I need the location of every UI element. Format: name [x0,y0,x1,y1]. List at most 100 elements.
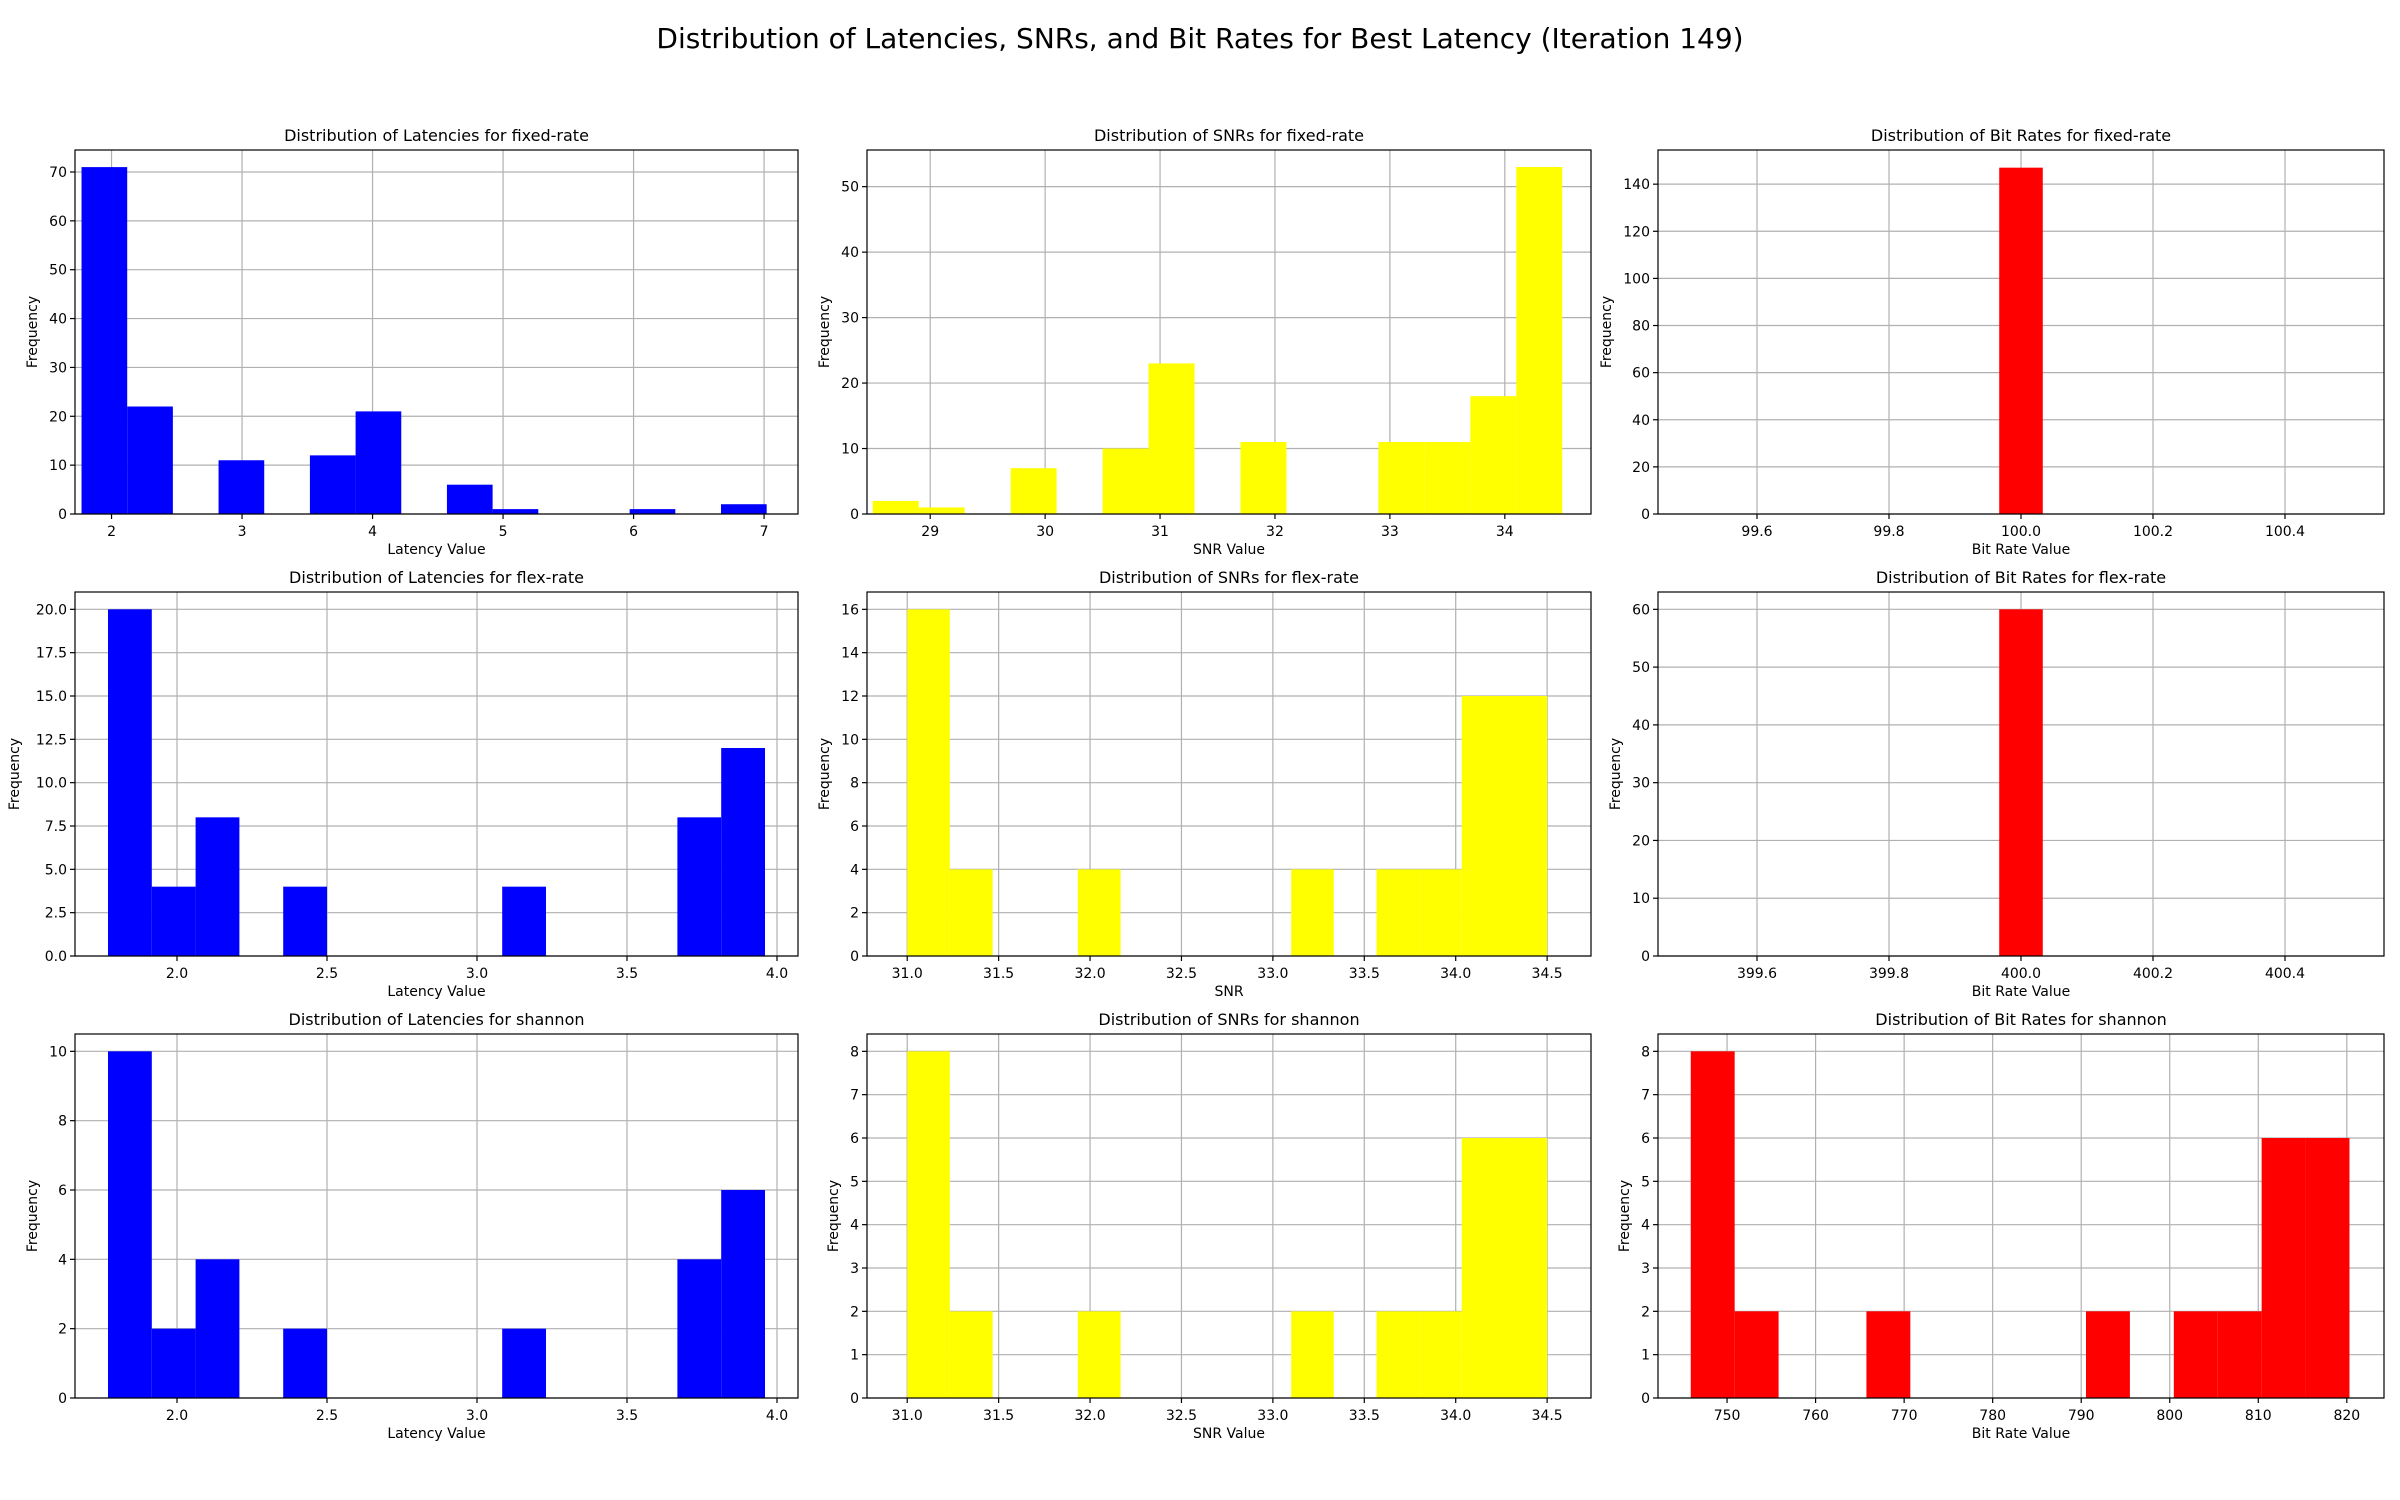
x-tick-label: 770 [1891,1408,1918,1424]
histogram-bar [218,460,265,514]
y-tick-label: 3 [850,1261,859,1277]
y-axis-label: Frequency [817,738,833,810]
x-tick-label: 33.5 [1349,1408,1380,1424]
histogram-bar [309,455,356,514]
y-tick-label: 20 [1632,833,1650,849]
x-tick-label: 750 [1714,1408,1741,1424]
y-tick-label: 140 [1623,177,1650,193]
y-tick-label: 0 [850,1391,859,1407]
histogram-bar [1376,869,1420,956]
histogram-bar [1504,1138,1548,1398]
y-tick-label: 8 [58,1114,67,1130]
x-tick-label: 2.0 [166,966,188,982]
y-tick-label: 20 [1632,460,1650,476]
y-tick-label: 12 [841,689,859,705]
subplot-4: 2.0 2.5 3.0 3.5 4.0 0.0 2.5 5.0 7.5 10.0 12.5 15.0 1… [7,568,799,1000]
y-axis-label: Frequency [817,296,833,368]
x-tick-label: 33.0 [1257,966,1288,982]
y-tick-label: 6 [1641,1131,1650,1147]
x-axis-label: SNR Value [1193,542,1265,558]
subplot-title: Distribution of Latencies for shannon [289,1010,585,1029]
subplot-title: Distribution of Latencies for flex-rate [289,568,584,587]
x-tick-label: 34 [1496,524,1514,540]
histogram-bar [108,609,152,956]
y-tick-label: 6 [850,819,859,835]
y-tick-label: 2 [850,1304,859,1320]
x-tick-label: 399.8 [1869,966,1909,982]
x-tick-label: 100.4 [2265,524,2305,540]
y-tick-label: 2.5 [45,906,67,922]
plot-frame [866,149,1592,515]
histogram-bar [949,869,993,956]
histogram-bar [2173,1311,2218,1398]
y-tick-label: 120 [1623,224,1650,240]
histogram-bar [1378,441,1425,514]
x-tick-label: 100.0 [2001,524,2041,540]
y-tick-label: 8 [850,1044,859,1060]
x-tick-label: 780 [1979,1408,2006,1424]
x-tick-label: 2.5 [316,1408,338,1424]
y-tick-label: 0 [1641,507,1650,523]
histogram-bar [1148,363,1195,514]
y-axis-label: Frequency [826,1180,842,1252]
histogram-bar [907,1051,950,1398]
histogram-bar [721,748,765,956]
subplot-2: 29 30 31 32 33 34 0 10 20 30 40 50 Distribution of S… [817,126,1592,558]
y-tick-label: 1 [850,1348,859,1364]
x-axis-label: SNR [1214,984,1243,1000]
histogram-bar [1866,1311,1911,1398]
y-axis-label: Frequency [25,296,41,368]
y-axis-label: Frequency [1608,738,1624,810]
histogram-bar [81,167,128,514]
subplot-title: Distribution of Latencies for fixed-rate [284,126,589,145]
x-tick-label: 400.4 [2265,966,2305,982]
y-axis-label: Frequency [1617,1180,1633,1252]
histogram-bar [1077,1311,1121,1398]
x-tick-label: 32.5 [1166,966,1197,982]
subplot-title: Distribution of SNRs for shannon [1098,1010,1359,1029]
subplot-title: Distribution of Bit Rates for fixed-rate [1871,126,2171,145]
y-tick-label: 2 [1641,1304,1650,1320]
x-tick-label: 760 [1802,1408,1829,1424]
y-tick-label: 0 [1641,1391,1650,1407]
y-tick-label: 50 [49,263,67,279]
histogram-bar [502,886,546,956]
histogram-bar [151,886,196,956]
y-tick-label: 40 [1632,718,1650,734]
x-tick-label: 399.6 [1737,966,1777,982]
y-tick-label: 40 [841,245,859,261]
y-tick-label: 4 [850,862,859,878]
subplot-3: 99.6 99.8 100.0 100.2 100.4 0 20 40 60 80 100 120 14… [1599,126,2385,558]
y-tick-label: 7.5 [45,819,67,835]
y-tick-label: 80 [1632,319,1650,335]
y-tick-label: 5.0 [45,862,67,878]
y-tick-label: 3 [1641,1261,1650,1277]
y-tick-label: 2 [58,1322,67,1338]
x-axis-label: Bit Rate Value [1972,1426,2070,1442]
x-tick-label: 34.5 [1532,966,1563,982]
histogram-bar [629,509,676,514]
histogram-bar [1376,1311,1420,1398]
subplot-title: Distribution of Bit Rates for flex-rate [1876,568,2166,587]
histogram-bar [2305,1138,2350,1398]
x-tick-label: 31.5 [983,966,1014,982]
histogram-bar [1424,441,1471,514]
x-tick-label: 31.0 [892,1408,923,1424]
x-tick-label: 4 [368,524,377,540]
y-tick-label: 15.0 [36,689,67,705]
histogram-bar [1734,1311,1779,1398]
y-tick-label: 8 [850,776,859,792]
y-tick-label: 10 [841,442,859,458]
y-tick-label: 30 [1632,776,1650,792]
plot-frame [74,149,799,515]
y-tick-label: 20 [841,376,859,392]
x-tick-label: 34.0 [1440,1408,1471,1424]
y-tick-label: 20 [49,409,67,425]
y-tick-label: 5 [850,1174,859,1190]
x-axis-label: Latency Value [387,1426,485,1442]
histogram-bar [108,1051,152,1398]
subplot-title: Distribution of Bit Rates for shannon [1875,1010,2166,1029]
x-tick-label: 400.2 [2133,966,2173,982]
x-tick-label: 32 [1266,524,1284,540]
histogram-bar [502,1328,546,1398]
